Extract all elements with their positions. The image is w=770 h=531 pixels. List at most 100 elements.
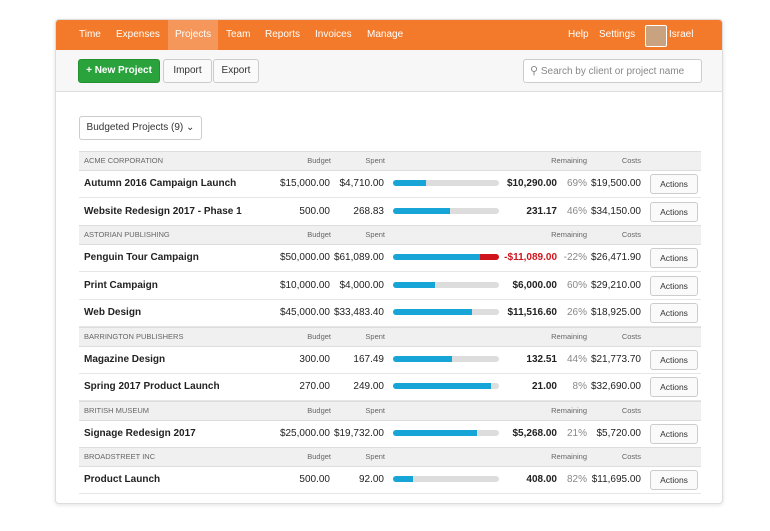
remaining: 231.17: [526, 205, 557, 217]
column-header: Remaining: [551, 230, 587, 239]
app-window: Time Expenses Projects Team Reports Invoices M…: [55, 19, 723, 504]
spent: $61,089.00: [333, 252, 384, 263]
progress-track: [393, 383, 499, 389]
group-header: BARRINGTON PUBLISHERS Budget Spent Remainin…: [79, 326, 701, 347]
project-name: Magazine Design: [84, 353, 166, 365]
avatar: [645, 25, 667, 47]
actions-button[interactable]: Actions: [650, 423, 698, 444]
budget: 300.00: [299, 353, 330, 365]
actions-button[interactable]: Actions: [650, 303, 698, 323]
client-name: ASTORIAN PUBLISHING: [84, 230, 170, 239]
progress-spent: [393, 254, 480, 260]
costs: $29,210.00: [590, 279, 641, 291]
costs: $26,471.90: [590, 252, 641, 263]
progress-over: [479, 254, 499, 260]
budget: $10,000.00: [279, 279, 330, 291]
progress-spent: [393, 476, 413, 482]
column-header: Budget: [307, 405, 331, 415]
nav-item[interactable]: Help: [568, 29, 589, 40]
column-header: Spent: [365, 230, 385, 239]
project-row: Spring 2017 Product Launch 270.00 249.00 21…: [79, 373, 701, 401]
costs: $32,690.00: [590, 381, 641, 392]
column-header: Remaining: [551, 331, 587, 341]
filter-dropdown[interactable]: Budgeted Projects (9) ⌄: [79, 116, 202, 140]
client-name: BRITISH MUSEUM: [84, 405, 150, 415]
nav-item[interactable]: Settings: [599, 29, 636, 40]
label: New Project: [94, 65, 152, 76]
spent: $33,483.40: [333, 307, 384, 318]
progress-track: [393, 309, 499, 315]
spent: $19,732.00: [333, 427, 384, 439]
costs: $11,695.00: [591, 474, 641, 485]
actions-button[interactable]: Actions: [650, 377, 698, 397]
costs: $21,773.70: [590, 353, 641, 365]
budget: $15,000.00: [279, 178, 330, 189]
project-row: Autumn 2016 Campaign Launch $15,000.00 $4,…: [79, 170, 701, 198]
remaining: 21.00: [531, 381, 557, 392]
progress-track: [393, 429, 499, 436]
project-name: Autumn 2016 Campaign Launch: [84, 178, 237, 189]
remaining-percent: 8%: [572, 381, 587, 392]
spent: 167.49: [353, 353, 384, 365]
budget: $50,000.00: [279, 252, 330, 263]
column-header: Spent: [365, 331, 385, 341]
nav-item[interactable]: Manage: [367, 29, 404, 40]
project-row: Print Campaign $10,000.00 $4,000.00 $6,000.…: [79, 272, 701, 300]
actions-button[interactable]: Actions: [650, 470, 698, 490]
spent: 92.00: [358, 474, 384, 485]
remaining-percent: 60%: [566, 279, 587, 291]
spent: $4,000.00: [339, 279, 385, 291]
search-input[interactable]: ⚲ Search by client or project name: [523, 59, 702, 83]
progress-spent: [393, 207, 450, 214]
remaining: $5,268.00: [512, 427, 558, 439]
nav-item[interactable]: Projects: [168, 20, 219, 50]
column-header: Costs: [621, 156, 641, 165]
group-header: ACME CORPORATION Budget Spent Remaining Cost…: [79, 151, 701, 171]
project-name: Web Design: [84, 307, 142, 318]
project-name: Website Redesign 2017 - Phase 1: [84, 205, 242, 217]
toolbar: + New Project Import Export ⚲ Search by …: [56, 50, 722, 92]
budget: 500.00: [299, 205, 330, 217]
budget: 500.00: [299, 474, 330, 485]
progress-spent: [393, 180, 427, 186]
project-row: Magazine Design 300.00 167.49 132.51 44% $21,…: [79, 346, 701, 374]
remaining-percent: 21%: [566, 427, 587, 439]
remaining-percent: 44%: [566, 353, 587, 365]
actions-button[interactable]: Actions: [650, 275, 698, 296]
nav-item[interactable]: Expenses: [116, 29, 160, 40]
costs: $18,925.00: [590, 307, 641, 318]
column-header: Costs: [621, 230, 641, 239]
remaining-percent: 26%: [566, 307, 587, 318]
actions-button[interactable]: Actions: [650, 248, 698, 268]
costs: $34,150.00: [590, 205, 641, 217]
spent: 268.83: [353, 205, 384, 217]
export-button[interactable]: Export: [213, 59, 259, 83]
progress-spent: [393, 429, 477, 436]
column-header: Spent: [365, 156, 385, 165]
nav-item[interactable]: Invoices: [315, 29, 352, 40]
remaining: $11,516.60: [507, 307, 558, 318]
import-button[interactable]: Import: [163, 59, 212, 83]
actions-button[interactable]: Actions: [650, 349, 698, 370]
budget: 270.00: [299, 381, 330, 392]
remaining: 408.00: [526, 474, 557, 485]
actions-button[interactable]: Actions: [650, 174, 698, 194]
remaining: -$11,089.00: [504, 252, 557, 263]
project-row: Penguin Tour Campaign $50,000.00 $61,089.0…: [79, 244, 701, 272]
user-menu[interactable]: Israel: [669, 29, 694, 40]
progress-track: [393, 476, 499, 482]
column-header: Costs: [621, 405, 641, 415]
project-name: Product Launch: [84, 474, 161, 485]
spent: 249.00: [353, 381, 384, 392]
progress-track: [393, 254, 499, 260]
nav-item[interactable]: Team: [226, 29, 251, 40]
project-row: Web Design $45,000.00 $33,483.40 $11,516.60…: [79, 299, 701, 327]
nav-item[interactable]: Time: [79, 29, 101, 40]
group-header: ASTORIAN PUBLISHING Budget Spent Remaining C…: [79, 225, 701, 245]
plus-icon: +: [86, 65, 95, 76]
new-project-button[interactable]: + New Project: [78, 59, 160, 83]
actions-button[interactable]: Actions: [650, 201, 698, 222]
remaining-percent: -22%: [563, 252, 587, 263]
nav-item[interactable]: Reports: [265, 29, 301, 40]
